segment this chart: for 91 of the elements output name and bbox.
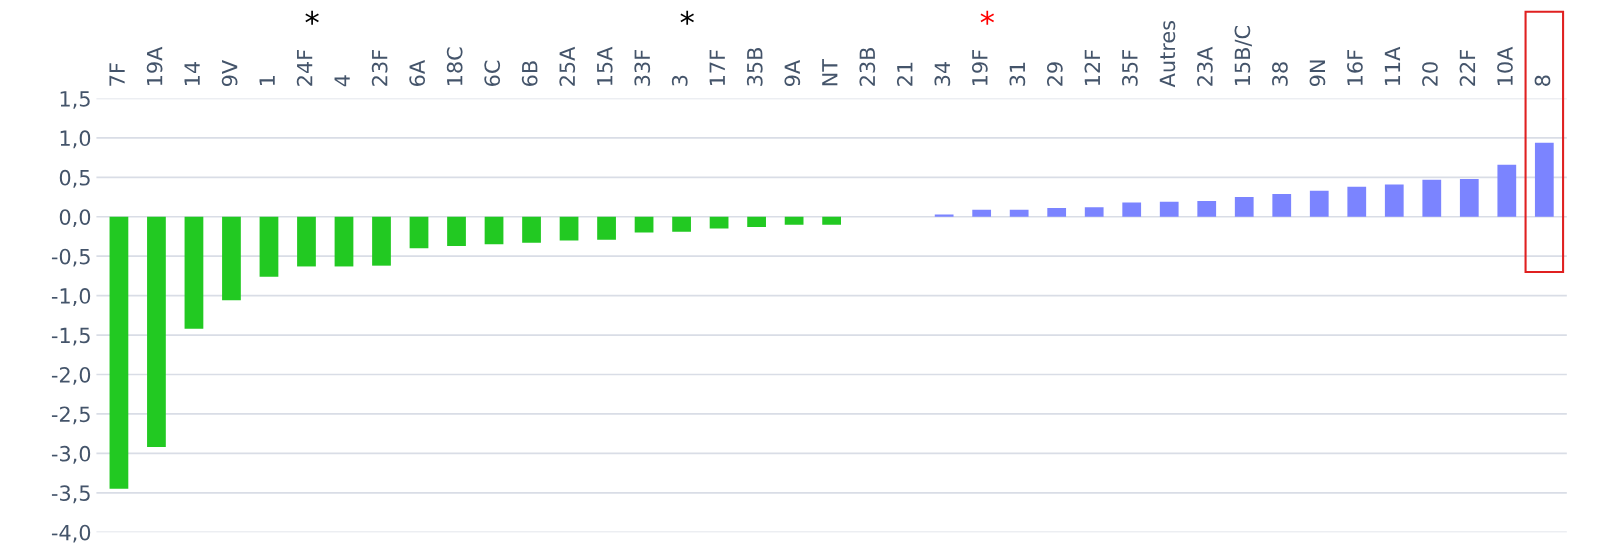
x-tick-label: 33F	[634, 50, 651, 86]
bar	[822, 216, 841, 225]
bar	[409, 216, 429, 249]
bar	[1384, 184, 1404, 217]
x-tick-label: 29	[1046, 62, 1063, 86]
y-tick-label: 1,0	[60, 130, 91, 149]
x-tick-label: 10A	[1497, 46, 1513, 86]
bar	[934, 214, 954, 217]
x-tick-label: 25A	[559, 46, 576, 86]
bar	[1047, 208, 1067, 217]
x-tick-label: Autres	[1159, 20, 1176, 88]
x-tick-label: 1	[259, 76, 275, 86]
x-tick-label: 6C	[484, 60, 501, 86]
bar	[709, 216, 729, 229]
y-tick-label: -0,5	[51, 248, 90, 267]
y-tick-label: -3,5	[51, 485, 90, 504]
x-tick-label: 16F	[1347, 50, 1363, 86]
bar	[447, 216, 466, 246]
bar	[1159, 201, 1179, 217]
x-tick-label: 35F	[1121, 50, 1138, 86]
y-tick-label: -2,5	[51, 406, 90, 425]
bar	[1234, 197, 1254, 217]
y-tick-label: 0,0	[59, 209, 91, 228]
bar	[1347, 186, 1367, 217]
text: *	[980, 10, 995, 25]
x-tick-label: 6B	[521, 61, 538, 86]
x-tick-label: 3	[671, 75, 688, 86]
text: *	[305, 10, 319, 25]
x-tick-label: 23B	[859, 48, 876, 86]
x-tick-label: 19A	[146, 46, 163, 86]
x-tick-label: 23A	[1197, 46, 1213, 86]
x-tick-label: 35B	[746, 48, 763, 86]
bar	[259, 216, 279, 277]
x-tick-label: 14	[184, 62, 200, 86]
x-tick-label: 8	[1534, 75, 1551, 86]
x-tick-label: 18C	[446, 47, 463, 86]
bar	[1422, 179, 1442, 217]
bar	[297, 216, 316, 267]
y-tick-label: -3,0	[51, 445, 91, 464]
x-tick-label: 22F	[1459, 50, 1476, 86]
bar	[1197, 200, 1217, 217]
x-tick-label: 38	[1272, 62, 1288, 86]
x-tick-label: 17F	[709, 50, 725, 86]
y-tick-label: -1,0	[51, 288, 91, 306]
y-tick-label: -4,0	[51, 524, 91, 543]
x-tick-label: 11A	[1384, 46, 1401, 86]
x-tick-label: 6A	[409, 60, 426, 86]
bar	[372, 216, 391, 266]
x-tick-label: 31	[1009, 62, 1026, 86]
bar	[184, 216, 204, 329]
x-tick-label: 9V	[221, 60, 238, 87]
bar	[1272, 193, 1292, 217]
bar	[634, 216, 654, 233]
x-tick-label: 15A	[597, 46, 613, 86]
bar	[1497, 164, 1517, 217]
bar	[784, 216, 804, 225]
x-tick-label: 4	[334, 75, 350, 87]
x-tick-label: 20	[1422, 62, 1438, 86]
bar	[484, 216, 504, 245]
y-tick-label: 0,5	[59, 169, 90, 188]
bar	[334, 216, 354, 267]
x-tick-label: 23F	[371, 50, 388, 86]
bar	[147, 216, 166, 448]
y-tick-label: -1,5	[51, 327, 90, 346]
x-tick-label: 15B/C	[1234, 26, 1252, 86]
bar	[1009, 209, 1029, 217]
bar	[747, 216, 766, 228]
bar	[222, 216, 241, 301]
bar	[559, 216, 579, 241]
bar	[597, 216, 616, 240]
bar	[1459, 178, 1479, 217]
x-tick-label: 9N	[1309, 60, 1326, 87]
bar	[1084, 207, 1104, 217]
bar	[1534, 142, 1554, 217]
bar	[109, 216, 129, 489]
x-tick-label: 24F	[296, 50, 313, 86]
bar	[1122, 202, 1142, 217]
x-tick-label: 9A	[784, 60, 801, 87]
x-tick-label: 12F	[1084, 50, 1100, 86]
y-tick-label: 1,5	[60, 91, 90, 109]
x-tick-label: 34	[934, 62, 951, 86]
x-tick-label: 21	[896, 62, 913, 86]
x-tick-label: 7F	[109, 63, 125, 86]
bar	[1309, 190, 1329, 217]
bar	[972, 209, 992, 217]
x-tick-label: 19F	[971, 50, 988, 86]
text: *	[680, 10, 694, 25]
bar	[672, 216, 691, 232]
x-tick-label: NT	[822, 58, 838, 86]
bar	[522, 216, 541, 243]
y-tick-label: -2,0	[51, 366, 91, 385]
